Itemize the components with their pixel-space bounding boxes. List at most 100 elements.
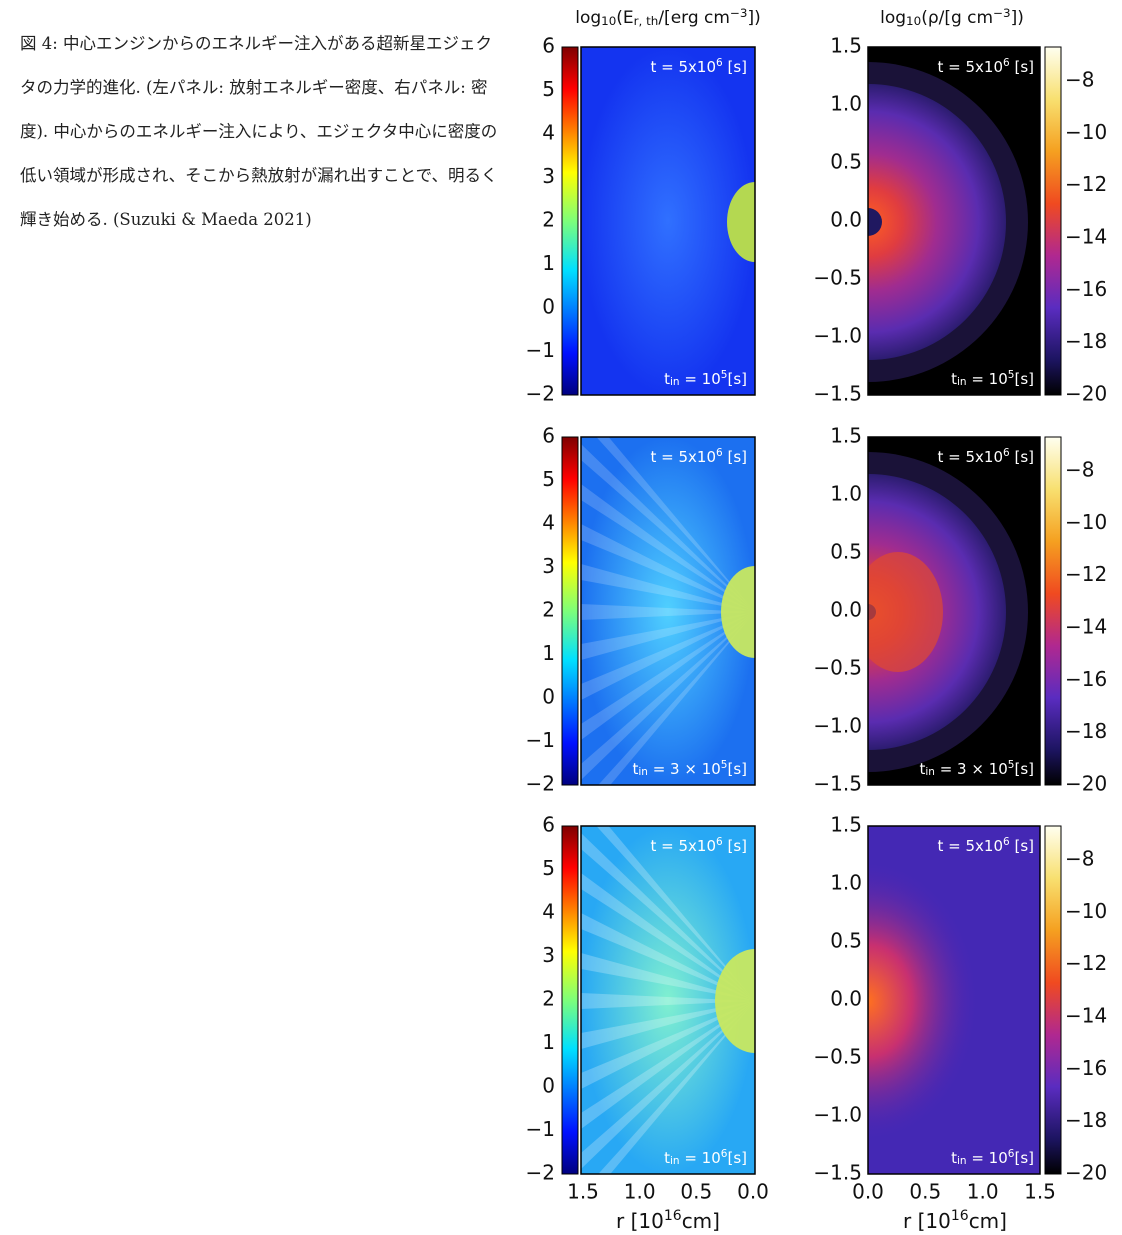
tin-label-part: = 10 — [680, 370, 721, 388]
column-title: log10(ρ/[g cm−3]) — [880, 6, 1024, 28]
colorbar-tick-label: −20 — [1065, 1161, 1107, 1185]
y-tick-label: 0 — [542, 295, 555, 319]
column-title-part: log — [575, 8, 601, 28]
t-label: t = 5x106 [s] — [651, 57, 747, 76]
colorbar-tick-label: −8 — [1065, 68, 1094, 92]
y-tick-label: 1.0 — [830, 871, 862, 895]
t-label: t = 5x106 [s] — [938, 836, 1034, 855]
y-tick-label: 1.0 — [830, 92, 862, 116]
colorbar-tick-label: −14 — [1065, 615, 1107, 639]
colorbar — [1045, 826, 1061, 1174]
colorbar — [562, 826, 578, 1174]
t-label-part: [s] — [723, 837, 747, 855]
y-tick-label: −1.0 — [813, 1103, 862, 1127]
colorbar-tick-label: −12 — [1065, 951, 1107, 975]
y-tick-label: 1 — [542, 1030, 555, 1054]
tin-label-part: [s] — [1014, 760, 1034, 778]
y-tick-label: 5 — [542, 467, 555, 491]
y-tick-label: −0.5 — [813, 266, 862, 290]
y-tick-label: 3 — [542, 943, 555, 967]
x-label-part: cm] — [969, 1209, 1007, 1233]
t-label-part: [s] — [1010, 837, 1034, 855]
y-tick-label: 6 — [542, 424, 555, 448]
tin-label-part: in — [957, 376, 967, 388]
colorbar-tick-label: −10 — [1065, 899, 1107, 923]
y-tick-label: 6 — [542, 813, 555, 837]
y-tick-label: 5 — [542, 856, 555, 880]
x-label-part: 16 — [664, 1208, 682, 1224]
y-tick-label: −0.5 — [813, 1045, 862, 1069]
column-title: log10(Er, th/[erg cm−3]) — [575, 6, 761, 28]
t-label-part: t = 5x10 — [938, 448, 1004, 466]
x-label-part: r [10 — [616, 1209, 664, 1233]
x-tick-label: 0.5 — [909, 1180, 941, 1204]
x-tick-label: 1.5 — [1024, 1180, 1056, 1204]
t-label: t = 5x106 [s] — [938, 57, 1034, 76]
y-tick-label: −1.5 — [813, 772, 862, 796]
y-tick-label: −0.5 — [813, 656, 862, 680]
y-tick-label: −1.5 — [813, 382, 862, 406]
colorbar-tick-label: −16 — [1065, 667, 1107, 691]
y-tick-label: 6 — [542, 34, 555, 58]
colorbar-tick-label: −12 — [1065, 562, 1107, 586]
tin-label-part: = 3 × 10 — [648, 760, 721, 778]
tin-label-part: [s] — [727, 1149, 747, 1167]
x-tick-label: 1.0 — [624, 1180, 656, 1204]
y-tick-label: 5 — [542, 77, 555, 101]
x-label: r [1016cm] — [903, 1208, 1007, 1232]
column-title-part: /[erg cm — [658, 8, 730, 28]
y-tick-label: 0 — [542, 685, 555, 709]
y-tick-label: 1 — [542, 641, 555, 665]
colorbar — [562, 437, 578, 785]
tin-label-part: in — [925, 766, 935, 778]
t-label: t = 5x106 [s] — [651, 836, 747, 855]
y-tick-label: 1 — [542, 251, 555, 275]
x-tick-label: 0.0 — [737, 1180, 769, 1204]
x-label-part: 16 — [951, 1208, 969, 1224]
colorbar-tick-label: −18 — [1065, 329, 1107, 353]
y-tick-label: 0.0 — [830, 598, 862, 622]
x-tick-label: 1.0 — [967, 1180, 999, 1204]
column-title-part: r, th — [634, 14, 659, 28]
colorbar — [562, 47, 578, 395]
x-label-part: cm] — [682, 1209, 720, 1233]
y-tick-label: 1.5 — [830, 813, 862, 837]
tin-label-part: 5 — [1008, 369, 1015, 381]
density-map — [758, 826, 1040, 1174]
colorbar-tick-label: −20 — [1065, 382, 1107, 406]
tin-label: tin = 3 × 105[s] — [919, 759, 1034, 778]
column-title-part: (ρ/[g cm — [921, 8, 993, 28]
tin-label-part: 5 — [1008, 759, 1015, 771]
tin-label-part: [s] — [1014, 1149, 1034, 1167]
colorbar-tick-label: −18 — [1065, 1108, 1107, 1132]
t-label-part: t = 5x10 — [651, 837, 717, 855]
y-tick-label: 4 — [542, 511, 555, 535]
y-tick-label: 3 — [542, 554, 555, 578]
x-label: r [1016cm] — [616, 1208, 720, 1232]
t-label-part: [s] — [1010, 58, 1034, 76]
column-title-part: −3 — [730, 6, 748, 20]
y-tick-label: −1.0 — [813, 714, 862, 738]
t-label: t = 5x106 [s] — [938, 447, 1034, 466]
y-tick-label: 0.5 — [830, 929, 862, 953]
y-tick-label: −1 — [526, 1117, 555, 1141]
t-label-part: t = 5x10 — [651, 448, 717, 466]
tin-label-part: [s] — [727, 370, 747, 388]
y-tick-label: 0.5 — [830, 150, 862, 174]
tin-label: tin = 3 × 105[s] — [632, 759, 747, 778]
y-tick-label: 2 — [542, 598, 555, 622]
t-label-part: t = 5x10 — [651, 58, 717, 76]
column-title-part: (E — [616, 8, 633, 28]
energy-map — [581, 404, 789, 820]
colorbar-tick-label: −10 — [1065, 510, 1107, 534]
y-tick-label: 2 — [542, 987, 555, 1011]
y-tick-label: 0 — [542, 1074, 555, 1098]
colorbar-tick-label: −18 — [1065, 719, 1107, 743]
y-tick-label: −1 — [526, 728, 555, 752]
colorbar-tick-label: −16 — [1065, 1056, 1107, 1080]
tin-label-part: = 3 × 10 — [935, 760, 1008, 778]
y-tick-label: 0.0 — [830, 987, 862, 1011]
page: {"caption": "図 4: 中心エンジンからのエネルギー注入がある超新星… — [0, 0, 1122, 1235]
column-title-part: −3 — [993, 6, 1011, 20]
y-tick-label: 0.5 — [830, 540, 862, 564]
